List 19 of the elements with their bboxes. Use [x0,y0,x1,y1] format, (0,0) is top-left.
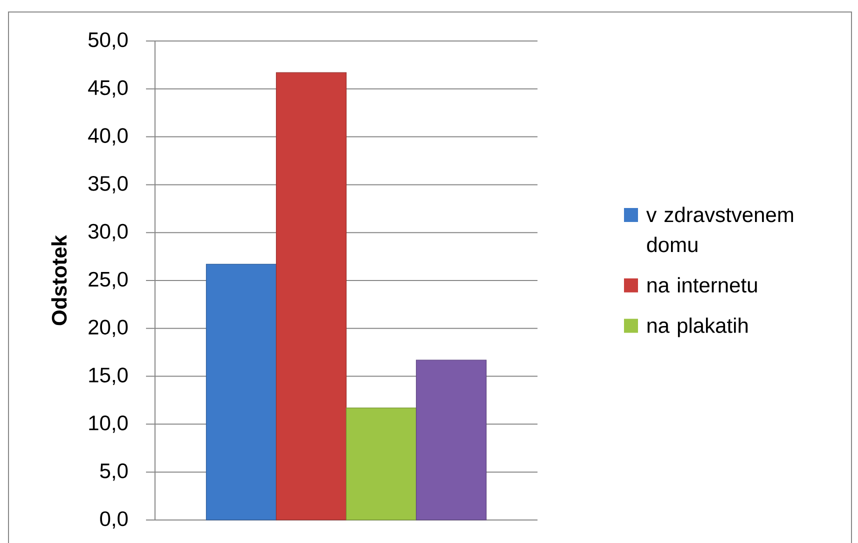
y-tick-label: 20,0 [88,320,128,338]
bar [276,72,347,520]
y-tick-label: 40,0 [88,128,128,146]
y-tick-label: 45,0 [88,80,128,98]
y-tick-label: 35,0 [88,176,128,194]
y-tick-label: 15,0 [89,368,128,385]
y-axis-title: Odstotek [51,234,67,326]
bar [416,360,487,520]
y-tick-label: 0,0 [100,511,128,529]
legend-label: na plakatih [648,318,748,338]
legend-label: na internetu [648,277,757,293]
y-tick-label: 10,0 [89,416,128,433]
y-tick-label: 30,0 [88,224,128,242]
legend-label: v zdravstvenem domu [646,206,794,252]
y-tick-label: 25,0 [88,272,128,290]
bar [346,408,417,520]
bar [206,264,277,520]
y-tick-label: 5,0 [100,463,128,481]
y-tick-label: 50,0 [88,32,128,50]
